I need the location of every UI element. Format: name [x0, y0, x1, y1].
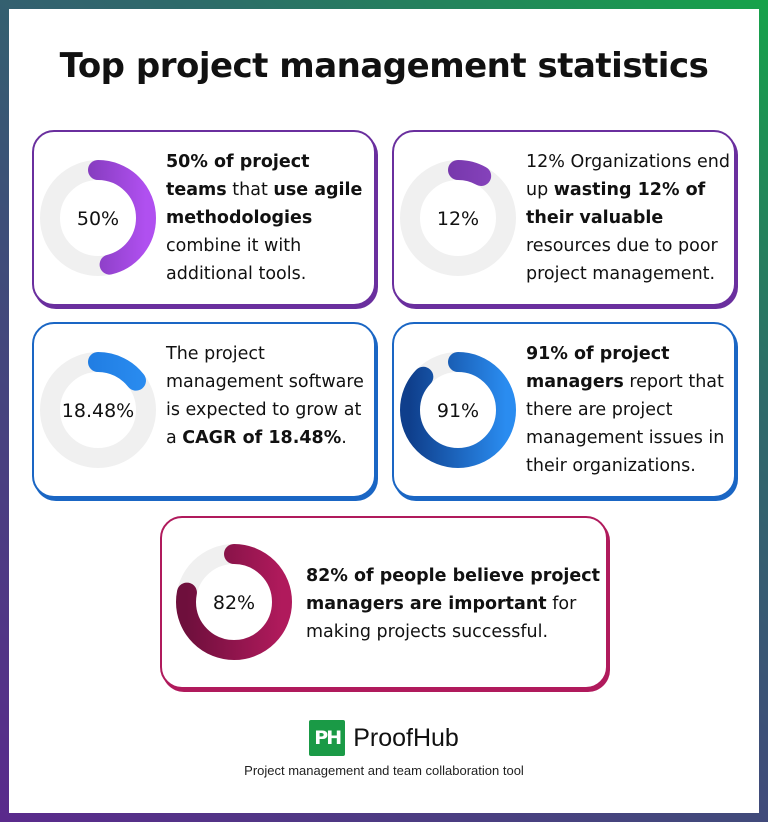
donut-value-arc [40, 352, 156, 468]
donut-label: 91% [437, 400, 479, 422]
brand-logo: PH ProofHub [0, 720, 768, 756]
stat-card-cagr: 18.48% The project management software is… [32, 322, 376, 498]
body-text: resources due to poor project management… [526, 236, 718, 284]
body-text: for making projects successful. [306, 594, 577, 642]
donut-chart: 18.48% [40, 352, 156, 468]
stat-description: 82% of people believe project managers a… [306, 562, 606, 646]
body-text: The project management software is expec… [166, 344, 364, 448]
stat-description: 91% of project managers report that ther… [526, 340, 736, 480]
stat-description: The project management software is expec… [166, 340, 376, 452]
body-text: 12% Organizations end up [526, 152, 730, 200]
donut-value-arc [400, 160, 516, 276]
body-text: that [226, 180, 274, 200]
stat-description: 12% Organizations end up wasting 12% of … [526, 148, 736, 288]
donut-value-arc [40, 160, 156, 276]
stat-card-pm-issues: 91% 91% of project managers report that t… [392, 322, 736, 498]
donut-label: 50% [77, 208, 119, 230]
stat-card-wasted-resources: 12% 12% Organizations end up wasting 12% … [392, 130, 736, 306]
body-text: report that there are project management… [526, 372, 725, 476]
highlight-text: 91% of project managers [526, 344, 670, 392]
donut-value-arc [400, 352, 516, 468]
donut-chart: 91% [400, 352, 516, 468]
stat-card-pm-importance: 82% 82% of people believe project manager… [160, 516, 608, 689]
brand-tagline: Project management and team collaboratio… [244, 763, 524, 778]
stat-description: 50% of project teams that use agile meth… [166, 148, 376, 288]
donut-chart: 50% [40, 160, 156, 276]
proofhub-logo-icon: PH [309, 720, 346, 756]
donut-label: 12% [437, 208, 479, 230]
donut-value-arc [176, 544, 292, 660]
highlight-text: 82% of people believe project managers a… [306, 566, 601, 614]
donut-chart: 12% [400, 160, 516, 276]
highlight-text: 50% of project teams [166, 152, 310, 200]
highlight-text: wasting 12% of their valuable [526, 180, 706, 228]
body-text: . [341, 428, 347, 448]
page-title: Top project management statistics [59, 46, 709, 86]
donut-label: 18.48% [62, 400, 134, 422]
donut-label: 82% [213, 592, 255, 614]
highlight-text: CAGR of 18.48% [182, 428, 342, 448]
body-text: combine it with additional tools. [166, 236, 307, 284]
highlight-text: use agile methodologies [166, 180, 363, 228]
brand-name: ProofHub [353, 723, 459, 752]
donut-chart: 82% [176, 544, 292, 660]
stat-card-agile: 50% 50% of project teams that use agile m… [32, 130, 376, 306]
